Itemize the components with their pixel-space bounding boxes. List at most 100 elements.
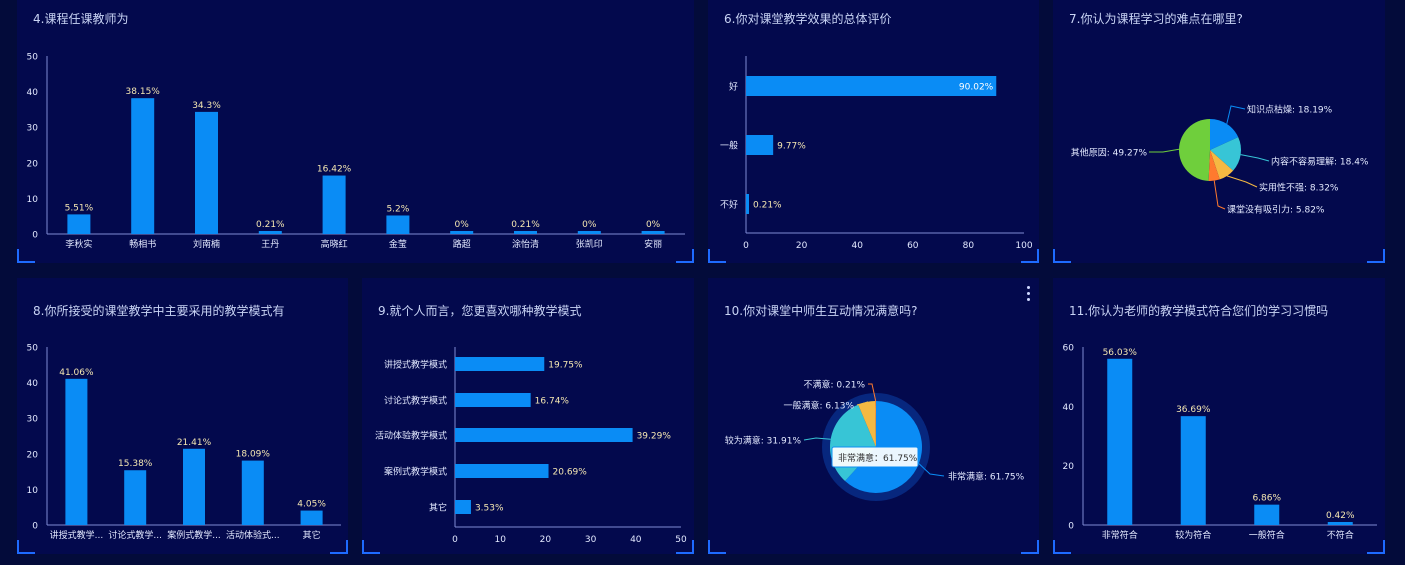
bar <box>577 231 601 234</box>
slice-label: 一般满意: 6.13% <box>784 400 855 412</box>
data-label: 0% <box>455 220 470 230</box>
y-tick-label: 40 <box>27 379 39 389</box>
panel-title: 7.你认为课程学习的难点在哪里? <box>1069 12 1243 26</box>
tooltip-box <box>831 446 919 468</box>
slice-label: 其他原因: 49.27% <box>1071 147 1148 159</box>
y-tick-label: 0 <box>32 522 38 532</box>
bar <box>514 231 537 234</box>
x-tick-label: 较为符合 <box>1175 529 1211 541</box>
more-options-icon[interactable] <box>1027 286 1030 304</box>
bar <box>241 460 264 525</box>
x-tick-label: 刘南楠 <box>193 238 220 250</box>
x-tick-label: 一般符合 <box>1249 529 1285 541</box>
teacher-bar-chart: 0 10 20 30 40 50 5.51% 李秋实 38.15% 畅相书 34.3% 刘南楠 0.21… <box>27 53 685 250</box>
panel-title: 4.课程任课教师为 <box>33 12 129 26</box>
data-label: 39.29% <box>637 432 672 442</box>
data-label: 6.86% <box>1252 494 1281 504</box>
data-label: 34.3% <box>192 101 221 111</box>
data-label: 41.06% <box>59 368 94 378</box>
x-tick-label: 20 <box>796 241 808 251</box>
data-label: 16.42% <box>317 165 352 175</box>
corner-decoration <box>692 540 694 554</box>
bar <box>195 111 218 234</box>
slice-label: 内容不容易理解: 18.4% <box>1271 156 1369 168</box>
leader-line <box>1149 148 1180 153</box>
panel-interaction-satisfaction: 10.你对课堂中师生互动情况满意吗? 非常满意: 61.75% 较为满意: 31.… <box>708 278 1039 554</box>
y-tick-label: 10 <box>27 486 39 496</box>
x-tick-label: 张凯印 <box>576 238 603 250</box>
y-tick-label: 活动体验教学模式 <box>375 430 447 442</box>
bar <box>1327 522 1353 525</box>
x-tick-label: 30 <box>585 535 597 545</box>
leader-line <box>803 437 831 441</box>
bar <box>455 428 633 442</box>
preferred-mode-bar-chart: 0 10 20 30 40 50 19.75% 讲授式教学模式 16.74% 讨论式教学模式 39.… <box>375 347 687 545</box>
corner-decoration <box>1053 540 1055 554</box>
pie-slice <box>875 401 876 447</box>
bar <box>746 135 774 155</box>
y-tick-label: 20 <box>27 450 39 460</box>
satisfaction-pie-chart: 非常满意: 61.75% 较为满意: 31.91% 一般满意: 6.13% 不满意: … <box>725 379 1025 501</box>
x-tick-label: 安丽 <box>644 238 662 250</box>
habit-fit-bar-chart: 0 20 40 60 56.03% 非常符合 36.69% 较为符合 6.86% 一般符合 0.42… <box>1063 344 1377 541</box>
mode-used-bar-chart: 0 10 20 30 40 50 41.06% 讲授式教学... 15.38% 讨论式教学... 2… <box>27 344 341 541</box>
panel-title: 6.你对课堂教学效果的总体评价 <box>724 12 892 26</box>
x-tick-label: 不符合 <box>1327 529 1354 541</box>
x-tick-label: 80 <box>963 241 975 251</box>
panel-title: 8.你所接受的课堂教学中主要采用的教学模式有 <box>33 304 285 318</box>
bar <box>183 448 205 525</box>
corner-decoration <box>330 552 348 554</box>
corner-decoration <box>708 249 710 263</box>
corner-decoration <box>362 540 364 554</box>
data-label: 5.51% <box>65 203 94 213</box>
y-tick-label: 40 <box>1063 403 1075 413</box>
x-tick-label: 10 <box>494 535 506 545</box>
tooltip-label: 非常满意：61.75% <box>838 452 918 464</box>
bar <box>450 231 474 234</box>
x-tick-label: 40 <box>851 241 863 251</box>
corner-decoration <box>1037 540 1039 554</box>
data-label: 90.02% <box>959 83 994 93</box>
data-label: 36.69% <box>1176 405 1211 415</box>
y-tick-label: 20 <box>27 159 39 169</box>
data-label: 0% <box>646 220 661 230</box>
bar <box>746 194 749 214</box>
panel-overall-evaluation: 6.你对课堂教学效果的总体评价 0 20 40 60 80 100 90.02% 好 9.77%… <box>708 0 1039 263</box>
pie-slice <box>858 401 876 447</box>
x-tick-label: 畅相书 <box>129 238 156 250</box>
x-tick-label: 讲授式教学... <box>50 529 104 541</box>
bar <box>1254 504 1280 525</box>
y-tick-label: 案例式教学模式 <box>384 466 447 478</box>
pie-slice <box>1210 119 1239 150</box>
y-tick-label: 0 <box>32 231 38 241</box>
corner-decoration <box>17 540 19 554</box>
corner-decoration <box>17 261 35 263</box>
slice-label: 课堂没有吸引力: 5.82% <box>1227 204 1325 216</box>
bar <box>455 464 549 478</box>
panel-learning-difficulty: 7.你认为课程学习的难点在哪里? 知识点枯燥: 18.19% 内容不容易理解: 1… <box>1053 0 1385 263</box>
slice-label: 知识点枯燥: 18.19% <box>1247 104 1333 116</box>
corner-decoration <box>676 261 694 263</box>
y-tick-label: 0 <box>1068 522 1074 532</box>
y-tick-label: 讨论式教学模式 <box>384 395 447 407</box>
corner-decoration <box>17 249 19 263</box>
data-label: 0.21% <box>511 220 540 230</box>
x-tick-label: 20 <box>540 535 552 545</box>
corner-decoration <box>676 552 694 554</box>
corner-decoration <box>1367 552 1385 554</box>
slice-label: 非常满意: 61.75% <box>948 471 1025 483</box>
y-tick-label: 讲授式教学模式 <box>384 359 447 371</box>
x-tick-label: 涂怡清 <box>512 238 539 250</box>
corner-decoration <box>708 552 726 554</box>
bar <box>65 378 88 525</box>
data-label: 9.77% <box>777 142 806 152</box>
corner-decoration <box>1053 552 1071 554</box>
slice-label: 实用性不强: 8.32% <box>1259 182 1339 194</box>
x-tick-label: 100 <box>1015 241 1032 251</box>
x-tick-label: 金莹 <box>389 238 407 250</box>
corner-decoration <box>1037 249 1039 263</box>
slice-label: 较为满意: 31.91% <box>725 435 802 447</box>
panel-learning-habit-fit: 11.你认为老师的教学模式符合您们的学习习惯吗 0 20 40 60 56.03% 非常符… <box>1053 278 1385 554</box>
difficulty-pie-chart: 知识点枯燥: 18.19% 内容不容易理解: 18.4% 实用性不强: 8.32% 课… <box>1071 104 1369 216</box>
panel-teaching-mode-used: 8.你所接受的课堂教学中主要采用的教学模式有 0 10 20 30 40 50 41.06%… <box>17 278 348 554</box>
